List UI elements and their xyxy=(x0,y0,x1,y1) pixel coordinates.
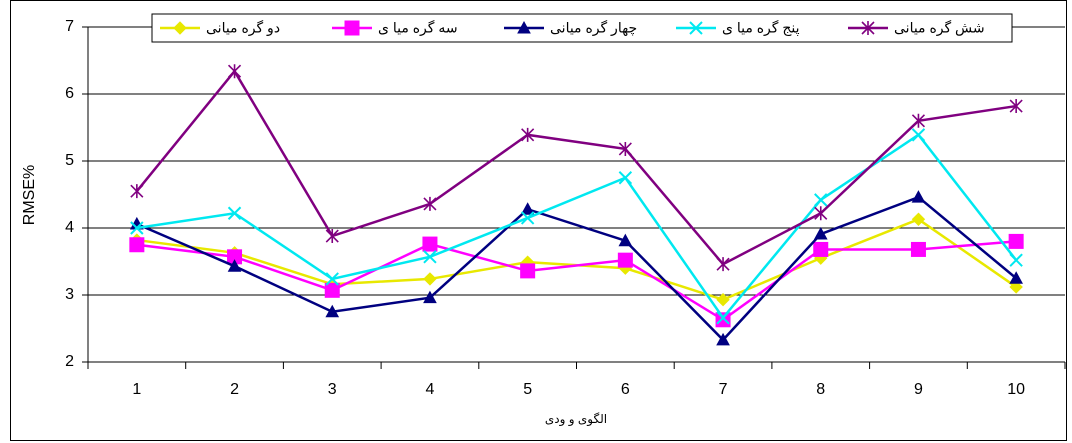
data-point xyxy=(618,171,633,185)
series-line xyxy=(135,69,1017,266)
data-point xyxy=(618,141,632,156)
data-point xyxy=(814,206,828,221)
x-tick-label: 3 xyxy=(328,381,337,398)
legend-label: سه گره میا ی xyxy=(378,20,458,37)
x-tick-label: 4 xyxy=(425,381,434,398)
data-point xyxy=(521,127,535,142)
data-point xyxy=(130,221,144,235)
legend-label: چهار گره میانی xyxy=(550,20,637,37)
data-point xyxy=(423,272,437,286)
data-point xyxy=(715,312,731,328)
data-point xyxy=(423,290,437,304)
y-tick-label: 6 xyxy=(65,85,74,102)
x-tick-label: 1 xyxy=(132,381,141,398)
legend-marker xyxy=(861,21,875,35)
data-point xyxy=(129,237,145,253)
data-point xyxy=(325,304,340,318)
series-line xyxy=(136,195,1017,342)
legend-marker xyxy=(517,20,531,34)
series-line xyxy=(136,240,1017,322)
data-point xyxy=(227,206,242,220)
data-point xyxy=(1009,99,1023,114)
data-point xyxy=(813,241,829,257)
y-tick-label: 3 xyxy=(65,286,74,303)
y-tick-label: 7 xyxy=(65,18,74,35)
x-tick-label: 10 xyxy=(1007,381,1025,398)
x-axis-label: الگوی و ودی xyxy=(545,412,607,427)
data-point xyxy=(227,64,242,79)
data-point xyxy=(520,263,536,279)
data-point xyxy=(520,202,535,215)
data-point xyxy=(716,257,730,272)
legend-marker xyxy=(344,20,360,36)
data-point xyxy=(1009,280,1023,294)
data-point xyxy=(716,292,730,307)
x-tick-label: 6 xyxy=(621,381,630,398)
data-point xyxy=(423,196,437,211)
data-point xyxy=(911,128,926,142)
data-point xyxy=(911,190,926,203)
data-point xyxy=(423,250,437,264)
legend-marker xyxy=(173,21,187,35)
data-point xyxy=(911,113,926,128)
x-tick-label: 9 xyxy=(914,381,923,398)
data-point xyxy=(422,236,438,252)
y-tick-label: 2 xyxy=(65,353,74,370)
x-tick-label: 7 xyxy=(719,381,728,398)
y-axis-label: RMSE% xyxy=(21,165,38,225)
x-tick-label: 5 xyxy=(523,381,532,398)
data-point xyxy=(325,229,339,244)
y-tick-label: 5 xyxy=(65,152,74,169)
y-tick-label: 4 xyxy=(65,219,74,236)
x-tick-label: 2 xyxy=(230,381,239,398)
legend-label: دو گره میانی xyxy=(206,20,280,37)
data-point xyxy=(1009,271,1023,284)
data-point xyxy=(716,332,730,346)
frame xyxy=(10,0,1067,441)
legend-label: شش گره میانی xyxy=(894,20,985,37)
legend: دو گره میانی سه گره میا ی چهار گره میانی پن… xyxy=(151,13,1013,43)
data-point xyxy=(130,184,144,199)
data-point xyxy=(814,193,828,207)
data-point xyxy=(520,211,535,225)
data-point xyxy=(227,259,242,272)
data-point xyxy=(910,241,926,257)
data-point xyxy=(813,226,828,240)
data-point xyxy=(1009,253,1023,267)
x-tick-label: 8 xyxy=(816,381,825,398)
data-point xyxy=(911,212,926,226)
legend-marker xyxy=(689,21,703,35)
data-point xyxy=(617,252,633,268)
data-point xyxy=(1008,233,1024,249)
data-point xyxy=(324,282,340,298)
data-point xyxy=(618,233,633,247)
data-point xyxy=(325,272,339,286)
data-point xyxy=(716,311,730,325)
legend-label: پنج گره میا ی xyxy=(722,20,800,37)
